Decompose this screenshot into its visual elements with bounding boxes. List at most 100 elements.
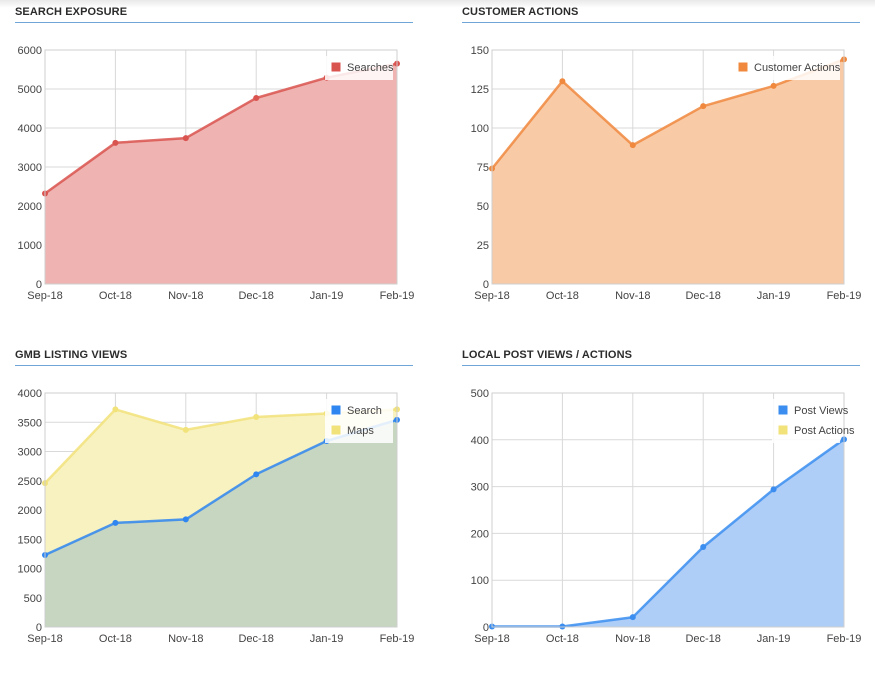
y-tick-label: 1500 <box>18 534 42 546</box>
y-tick-label: 75 <box>477 162 489 174</box>
x-tick-label: Jan-19 <box>310 290 344 302</box>
y-tick-label: 25 <box>477 240 489 252</box>
legend-swatch <box>737 61 749 73</box>
y-tick-label: 5000 <box>18 84 42 96</box>
y-tick-label: 150 <box>471 45 489 57</box>
legend-swatch <box>330 404 342 416</box>
x-tick-label: Jan-19 <box>310 633 344 645</box>
y-tick-label: 3000 <box>18 447 42 459</box>
y-tick-label: 50 <box>477 201 489 213</box>
y-tick-label: 6000 <box>18 45 42 57</box>
x-tick-label: Jan-19 <box>757 290 791 302</box>
y-tick-label: 1000 <box>18 564 42 576</box>
customer-actions-area <box>492 59 844 285</box>
y-tick-label: 500 <box>24 593 42 605</box>
searches-point <box>112 139 119 146</box>
y-tick-label: 2000 <box>18 201 42 213</box>
y-tick-label: 2500 <box>18 476 42 488</box>
panel-title: SEARCH EXPOSURE <box>15 6 128 18</box>
legend-label: Post Actions <box>794 425 855 437</box>
x-tick-label: Feb-19 <box>827 290 862 302</box>
x-tick-label: Oct-18 <box>99 290 132 302</box>
y-tick-label: 0 <box>36 622 42 634</box>
local-post-views-chart: 0 100 200 300 400 500 Sep-18 Oct-18 Nov-18 Dec-18… <box>471 388 862 645</box>
customer-actions-point <box>700 103 707 110</box>
title-underline <box>15 365 413 366</box>
searches-area <box>45 63 397 285</box>
plot-border <box>44 392 398 628</box>
searches-point <box>182 135 189 142</box>
legend-label: Searches <box>347 62 394 74</box>
post-views-point <box>629 614 636 621</box>
search-exposure-panel: SEARCH EXPOSURE 0 1000 2000 3000 4000 5000 600… <box>15 6 415 316</box>
y-tick-label: 100 <box>471 575 489 587</box>
legend-label: Customer Actions <box>754 62 841 74</box>
x-tick-label: Nov-18 <box>615 633 650 645</box>
y-tick-label: 3500 <box>18 417 42 429</box>
legend-swatch <box>777 424 789 436</box>
panel-title: CUSTOMER ACTIONS <box>462 6 579 18</box>
y-tick-label: 2000 <box>18 505 42 517</box>
y-tick-label: 0 <box>483 622 489 634</box>
x-tick-label: Oct-18 <box>546 633 579 645</box>
post-views-area <box>492 439 844 627</box>
x-tick-label: Nov-18 <box>615 290 650 302</box>
customer-actions-chart: 0 25 50 75 100 125 150 Sep-18 Oct-18 Nov-18 Dec-18… <box>471 45 862 302</box>
y-tick-label: 100 <box>471 123 489 135</box>
y-tick-label: 0 <box>36 279 42 291</box>
x-tick-label: Dec-18 <box>685 290 720 302</box>
legend-label: Maps <box>347 425 374 437</box>
search-point <box>253 471 260 478</box>
x-tick-label: Feb-19 <box>380 290 415 302</box>
legend-label: Post Views <box>794 405 849 417</box>
x-tick-label: Sep-18 <box>474 290 509 302</box>
legend-box <box>732 56 840 80</box>
x-tick-label: Dec-18 <box>238 290 273 302</box>
y-tick-label: 400 <box>471 435 489 447</box>
x-tick-label: Jan-19 <box>757 633 791 645</box>
customer-actions-point <box>770 82 777 89</box>
x-tick-label: Sep-18 <box>474 633 509 645</box>
legend-swatch <box>330 61 342 73</box>
maps-point <box>253 413 260 420</box>
top-shadow <box>0 0 875 8</box>
customer-actions-point <box>559 78 566 85</box>
gmb-listing-views-chart: 0 500 1000 1500 2000 2500 3000 3500 4000 Sep-18 Oc… <box>18 388 415 645</box>
post-views-point <box>770 486 777 493</box>
x-tick-label: Feb-19 <box>827 633 862 645</box>
legend-swatch <box>777 404 789 416</box>
x-tick-label: Dec-18 <box>685 633 720 645</box>
panel-title: LOCAL POST VIEWS / ACTIONS <box>462 349 633 361</box>
y-tick-label: 4000 <box>18 388 42 400</box>
gmb-listing-views-panel: GMB LISTING VIEWS 0 500 1000 1500 2000 2500 30… <box>15 349 415 659</box>
title-underline <box>462 365 860 366</box>
search-point <box>112 519 119 526</box>
y-tick-label: 200 <box>471 528 489 540</box>
post-views-point <box>700 543 707 550</box>
y-tick-label: 3000 <box>18 162 42 174</box>
local-post-views-panel: LOCAL POST VIEWS / ACTIONS 0 100 200 300 400… <box>462 349 862 659</box>
x-tick-label: Feb-19 <box>380 633 415 645</box>
x-tick-label: Nov-18 <box>168 633 203 645</box>
x-tick-label: Nov-18 <box>168 290 203 302</box>
x-tick-label: Oct-18 <box>99 633 132 645</box>
plot-border <box>491 49 845 285</box>
panel-title: GMB LISTING VIEWS <box>15 349 128 361</box>
maps-point <box>182 426 189 433</box>
legend-swatch <box>330 424 342 436</box>
y-tick-label: 300 <box>471 482 489 494</box>
x-tick-label: Dec-18 <box>238 633 273 645</box>
y-tick-label: 125 <box>471 84 489 96</box>
customer-actions-point <box>629 142 636 149</box>
y-tick-label: 500 <box>471 388 489 400</box>
customer-actions-panel: CUSTOMER ACTIONS 0 25 50 75 100 125 150 Sep-18 O… <box>462 6 862 316</box>
maps-point <box>112 406 119 413</box>
search-exposure-chart: 0 1000 2000 3000 4000 5000 6000 Sep-18 Oct-18 Nov… <box>18 45 415 302</box>
customer-actions-line <box>491 58 845 170</box>
x-tick-label: Oct-18 <box>546 290 579 302</box>
y-tick-label: 4000 <box>18 123 42 135</box>
x-tick-label: Sep-18 <box>27 633 62 645</box>
plot-border <box>44 49 398 285</box>
searches-point <box>253 94 260 101</box>
x-tick-label: Sep-18 <box>27 290 62 302</box>
